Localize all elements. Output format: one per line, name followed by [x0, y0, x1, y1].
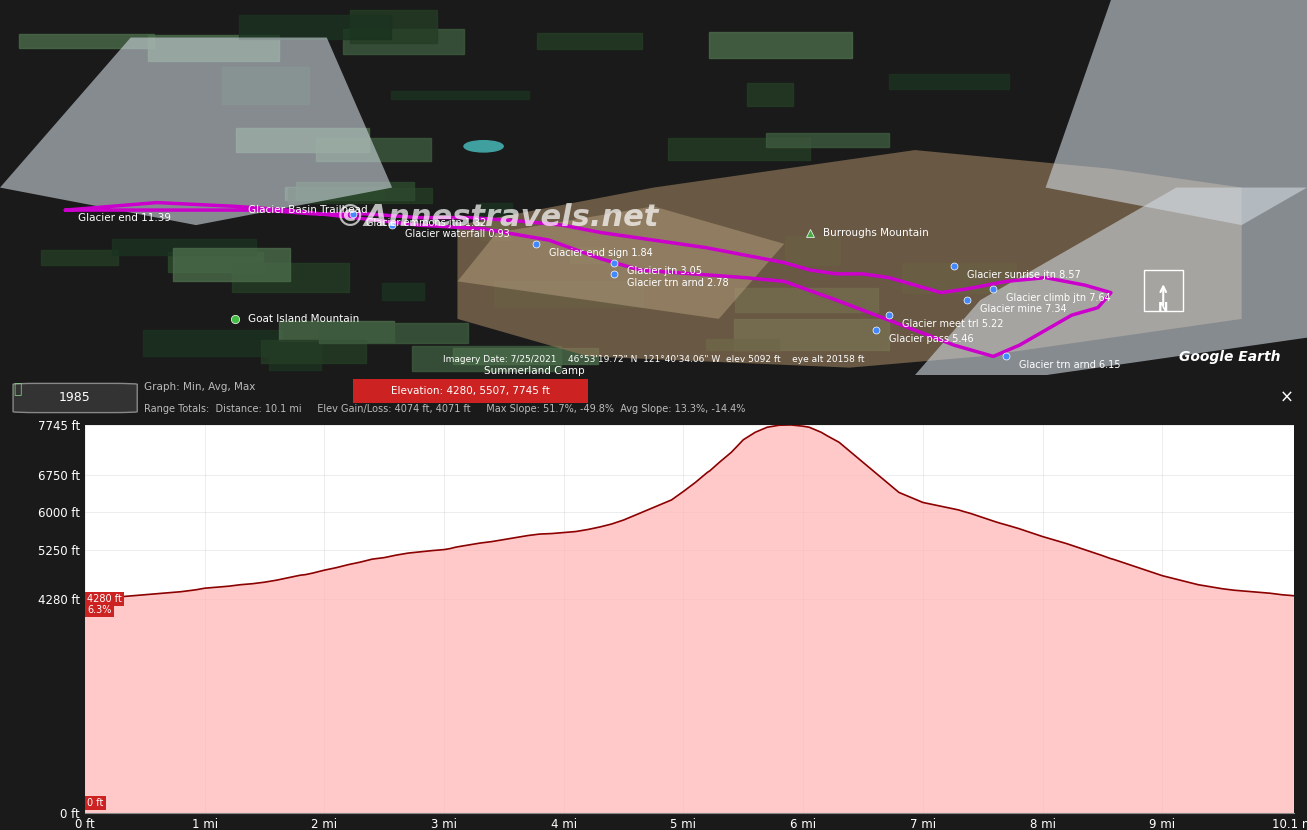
- Text: 1985: 1985: [59, 392, 90, 404]
- Text: 0 ft: 0 ft: [88, 798, 103, 808]
- Bar: [237, 128, 369, 153]
- Text: Elevation: 4280, 5507, 7745 ft: Elevation: 4280, 5507, 7745 ft: [391, 386, 550, 396]
- Text: Glacier trn arnd 6.15: Glacier trn arnd 6.15: [1019, 360, 1121, 370]
- Text: ©Annestravels.net: ©Annestravels.net: [335, 203, 659, 232]
- Text: Glacier sunrise jtn 8.57: Glacier sunrise jtn 8.57: [967, 270, 1081, 280]
- Bar: [285, 187, 383, 199]
- Bar: [233, 263, 349, 292]
- Bar: [537, 33, 642, 49]
- Bar: [148, 35, 280, 61]
- Bar: [382, 282, 423, 300]
- Bar: [412, 346, 562, 371]
- Bar: [668, 139, 809, 160]
- Circle shape: [464, 140, 503, 152]
- Bar: [111, 239, 256, 255]
- Text: Glacier trn arnd 2.78: Glacier trn arnd 2.78: [627, 277, 729, 288]
- Polygon shape: [915, 188, 1307, 375]
- Bar: [710, 32, 852, 58]
- Bar: [350, 10, 437, 43]
- Bar: [570, 247, 605, 263]
- Text: 6.3%: 6.3%: [88, 605, 111, 615]
- Bar: [42, 250, 119, 266]
- Polygon shape: [1046, 0, 1307, 225]
- Text: Google Earth: Google Earth: [1179, 350, 1281, 364]
- FancyBboxPatch shape: [13, 383, 137, 413]
- Text: Burroughs Mountain: Burroughs Mountain: [823, 227, 929, 237]
- Text: Glacier mine 7.34: Glacier mine 7.34: [980, 304, 1067, 314]
- Text: 4280 ft: 4280 ft: [88, 593, 123, 603]
- Text: Glacier end 11.39: Glacier end 11.39: [78, 212, 171, 222]
- Text: Glacier waterfall 0.93: Glacier waterfall 0.93: [405, 229, 510, 239]
- Text: Goat Island Mountain: Goat Island Mountain: [248, 314, 359, 324]
- Text: ⏱: ⏱: [13, 382, 21, 396]
- Bar: [222, 67, 310, 104]
- Bar: [391, 91, 529, 99]
- Polygon shape: [0, 37, 392, 225]
- Bar: [239, 14, 391, 39]
- Bar: [319, 323, 468, 343]
- Bar: [278, 321, 395, 342]
- Text: Graph: Min, Avg, Max: Graph: Min, Avg, Max: [144, 382, 255, 392]
- Bar: [786, 237, 840, 265]
- Bar: [748, 83, 793, 105]
- Bar: [889, 74, 1009, 89]
- Bar: [173, 248, 290, 281]
- Bar: [260, 340, 366, 363]
- Bar: [766, 134, 889, 147]
- Bar: [478, 220, 507, 231]
- Text: N: N: [1158, 301, 1168, 314]
- Text: Glacier Basin Trailhead: Glacier Basin Trailhead: [248, 205, 369, 215]
- Text: Glacier end sign 1.84: Glacier end sign 1.84: [549, 247, 652, 257]
- Polygon shape: [457, 207, 784, 319]
- Bar: [494, 281, 643, 306]
- Text: Glacier pass 5.46: Glacier pass 5.46: [889, 334, 974, 344]
- Bar: [167, 252, 263, 272]
- Text: Imagery Date: 7/25/2021    46°53'19.72" N  121°40'34.06" W  elev 5092 ft    eye : Imagery Date: 7/25/2021 46°53'19.72" N 1…: [443, 355, 864, 364]
- Text: Summerland Camp: Summerland Camp: [484, 366, 584, 377]
- Polygon shape: [457, 150, 1242, 368]
- Bar: [736, 289, 878, 312]
- Bar: [142, 330, 282, 355]
- Bar: [268, 342, 320, 370]
- Text: Glacier jtn 3.05: Glacier jtn 3.05: [627, 266, 702, 276]
- Bar: [480, 203, 512, 240]
- Bar: [295, 182, 414, 200]
- Bar: [288, 188, 433, 203]
- Bar: [18, 34, 154, 47]
- Text: Glacier emmons jtn 1.32: Glacier emmons jtn 1.32: [366, 217, 486, 227]
- Bar: [1144, 270, 1183, 311]
- Bar: [316, 138, 431, 161]
- Bar: [706, 339, 779, 350]
- Bar: [902, 263, 1016, 294]
- Text: Range Totals:  Distance: 10.1 mi     Elev Gain/Loss: 4074 ft, 4071 ft     Max Sl: Range Totals: Distance: 10.1 mi Elev Gai…: [144, 404, 745, 414]
- Text: Glacier climb jtn 7.64: Glacier climb jtn 7.64: [1006, 293, 1111, 303]
- Bar: [735, 320, 889, 350]
- Text: ×: ×: [1280, 389, 1294, 407]
- FancyBboxPatch shape: [353, 379, 588, 403]
- Text: Glacier meet trl 5.22: Glacier meet trl 5.22: [902, 319, 1004, 329]
- Bar: [342, 29, 464, 54]
- Bar: [454, 349, 599, 364]
